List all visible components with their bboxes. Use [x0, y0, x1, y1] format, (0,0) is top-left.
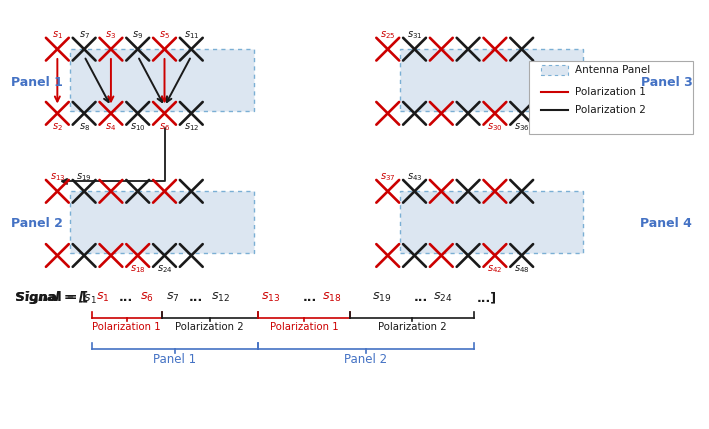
Text: $s_{11}$: $s_{11}$ — [184, 30, 199, 41]
FancyBboxPatch shape — [529, 61, 693, 134]
Text: $s_{12}$: $s_{12}$ — [184, 121, 199, 133]
Text: $s_9$: $s_9$ — [132, 30, 143, 41]
Text: $s_{13}$: $s_{13}$ — [261, 291, 280, 305]
Text: Panel 1: Panel 1 — [11, 76, 62, 89]
Text: Polarization 2: Polarization 2 — [175, 322, 244, 332]
Text: Signal = [$s_1$: Signal = [$s_1$ — [15, 290, 96, 306]
Text: $s_6$: $s_6$ — [159, 121, 170, 133]
Text: Panel 1: Panel 1 — [153, 353, 196, 366]
Text: Panel 2: Panel 2 — [11, 218, 62, 230]
Text: $s_{37}$: $s_{37}$ — [380, 172, 396, 183]
Text: $s_{10}$: $s_{10}$ — [130, 121, 145, 133]
Text: Antenna Panel: Antenna Panel — [575, 65, 650, 75]
Text: $s_1$: $s_1$ — [52, 30, 63, 41]
Text: Polarization 1: Polarization 1 — [575, 87, 646, 97]
Text: $s_1$: $s_1$ — [96, 291, 110, 305]
Text: $s_{24}$: $s_{24}$ — [157, 263, 172, 275]
Text: $s_7$: $s_7$ — [167, 291, 180, 305]
Bar — [400, 191, 584, 254]
Text: ...: ... — [413, 291, 428, 305]
Text: $s_{48}$: $s_{48}$ — [514, 263, 530, 275]
Text: ...: ... — [303, 291, 317, 305]
Text: Polarization 1: Polarization 1 — [92, 322, 161, 332]
Bar — [400, 49, 584, 112]
Text: $s_6$: $s_6$ — [140, 291, 153, 305]
Text: $s_{18}$: $s_{18}$ — [130, 263, 145, 275]
Text: $s_{42}$: $s_{42}$ — [487, 263, 503, 275]
Text: $s_5$: $s_5$ — [159, 30, 170, 41]
Text: $s_{43}$: $s_{43}$ — [407, 172, 423, 183]
Text: Panel 2: Panel 2 — [345, 353, 388, 366]
Text: Panel 3: Panel 3 — [641, 76, 692, 89]
Text: $s_7$: $s_7$ — [79, 30, 89, 41]
Text: $s_{19}$: $s_{19}$ — [372, 291, 391, 305]
Text: $s_8$: $s_8$ — [79, 121, 90, 133]
Text: $s_{24}$: $s_{24}$ — [433, 291, 453, 305]
Text: $s_{12}$: $s_{12}$ — [211, 291, 230, 305]
Text: $s_{18}$: $s_{18}$ — [323, 291, 342, 305]
Text: Polarization 1: Polarization 1 — [269, 322, 338, 332]
Text: Signal = [: Signal = [ — [15, 291, 88, 305]
Bar — [70, 191, 254, 254]
Text: ...]: ...] — [477, 291, 497, 305]
Text: $s_{31}$: $s_{31}$ — [407, 30, 423, 41]
Text: ...: ... — [189, 291, 203, 305]
Text: $s_{13}$: $s_{13}$ — [50, 172, 65, 183]
Text: $s_{36}$: $s_{36}$ — [514, 121, 530, 133]
Text: $s_4$: $s_4$ — [106, 121, 116, 133]
Text: Polarization 2: Polarization 2 — [575, 106, 646, 115]
Text: $s_3$: $s_3$ — [106, 30, 116, 41]
Bar — [70, 49, 254, 112]
Text: ...: ... — [119, 291, 133, 305]
Text: $s_{19}$: $s_{19}$ — [77, 172, 92, 183]
Text: Polarization 2: Polarization 2 — [378, 322, 447, 332]
Text: $s_2$: $s_2$ — [52, 121, 63, 133]
Text: Panel 4: Panel 4 — [640, 218, 692, 230]
Text: $s_{25}$: $s_{25}$ — [380, 30, 396, 41]
Text: $s_{30}$: $s_{30}$ — [487, 121, 503, 133]
Bar — [540, 65, 569, 75]
